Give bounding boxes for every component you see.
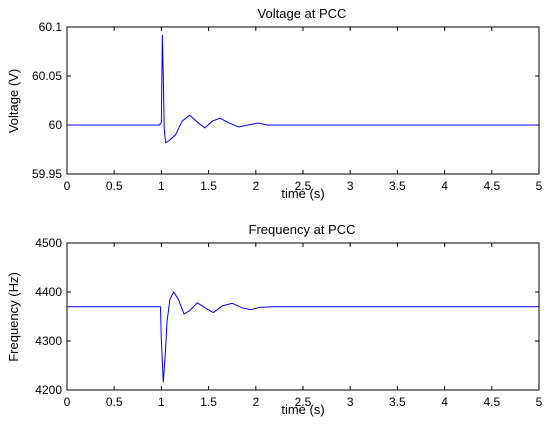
frequency-x-tick-label: 5 [536, 395, 543, 409]
voltage-x-tick-label: 1.5 [200, 179, 217, 193]
frequency-x-tick-label: 0 [64, 395, 71, 409]
frequency-subplot: Frequency at PCC 0 0.5 1 1.5 2 2.5 3 3.5 4 4.5 5 4… [6, 222, 543, 417]
voltage-x-ticks: 0 0.5 1 1.5 2 2.5 3 3.5 4 4.5 5 [64, 27, 543, 193]
frequency-x-tick-label: 2.5 [295, 395, 312, 409]
frequency-x-tick-label: 3.5 [389, 395, 406, 409]
frequency-x-axis-label: time (s) [281, 402, 324, 417]
frequency-x-tick-label: 2 [252, 395, 259, 409]
voltage-y-tick-label: 60.1 [39, 20, 63, 34]
voltage-x-tick-label: 5 [536, 179, 543, 193]
voltage-subplot: Voltage at PCC 0 0.5 1 1.5 2 2.5 3 3.5 4 4.5 5 59.… [6, 6, 543, 201]
voltage-y-tick-label: 59.95 [32, 167, 62, 181]
voltage-x-tick-label: 3.5 [389, 179, 406, 193]
frequency-x-tick-label: 3 [347, 395, 354, 409]
frequency-y-axis-label: Frequency (Hz) [6, 272, 21, 362]
voltage-x-tick-label: 2.5 [295, 179, 312, 193]
frequency-y-tick-label: 4300 [35, 334, 62, 348]
voltage-x-tick-label: 1 [158, 179, 165, 193]
voltage-x-tick-label: 4 [441, 179, 448, 193]
frequency-x-tick-label: 1.5 [200, 395, 217, 409]
voltage-plot-area [66, 26, 540, 175]
voltage-series-line [67, 34, 539, 144]
frequency-x-ticks: 0 0.5 1 1.5 2 2.5 3 3.5 4 4.5 5 [64, 243, 543, 409]
frequency-y-tick-label: 4400 [35, 285, 62, 299]
voltage-y-ticks: 59.95 60 60.05 60.1 [32, 20, 539, 181]
voltage-x-tick-label: 4.5 [483, 179, 500, 193]
frequency-y-tick-label: 4500 [35, 236, 62, 250]
voltage-x-tick-label: 2 [252, 179, 259, 193]
frequency-chart-title: Frequency at PCC [249, 222, 356, 237]
frequency-x-tick-label: 4 [441, 395, 448, 409]
frequency-x-tick-label: 0.5 [106, 395, 123, 409]
voltage-y-tick-label: 60.05 [32, 69, 62, 83]
voltage-x-tick-label: 3 [347, 179, 354, 193]
frequency-x-tick-label: 4.5 [483, 395, 500, 409]
frequency-plot-area [66, 242, 540, 391]
frequency-x-tick-label: 1 [158, 395, 165, 409]
frequency-y-tick-label: 4200 [35, 383, 62, 397]
voltage-y-axis-label: Voltage (V) [6, 69, 21, 133]
voltage-x-tick-label: 0 [64, 179, 71, 193]
frequency-y-ticks: 4200 4300 4400 4500 [35, 236, 539, 397]
voltage-chart-title: Voltage at PCC [258, 6, 347, 21]
voltage-x-tick-label: 0.5 [106, 179, 123, 193]
voltage-x-axis-label: time (s) [281, 186, 324, 201]
frequency-series-line [67, 290, 539, 383]
voltage-y-tick-label: 60 [49, 118, 63, 132]
